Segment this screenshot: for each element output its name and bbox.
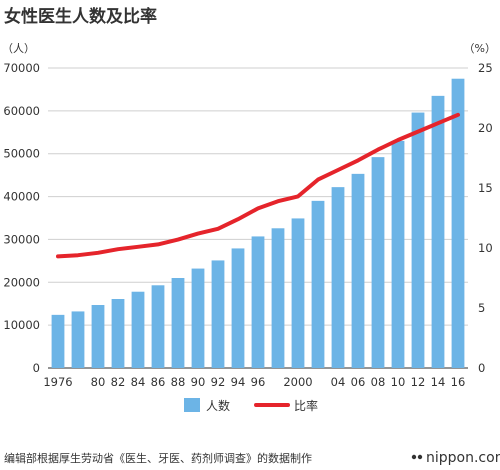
- bar: [371, 157, 385, 368]
- x-tick-label: 2000: [283, 375, 312, 389]
- x-tick-label: 1976: [43, 375, 72, 389]
- left-tick-label: 60000: [3, 104, 40, 118]
- x-tick-label: 04: [331, 375, 346, 389]
- bar: [351, 173, 365, 368]
- bar: [171, 278, 185, 368]
- right-tick-label: 15: [478, 181, 493, 195]
- left-tick-label: 40000: [3, 190, 40, 204]
- legend-label-bar: 人数: [206, 398, 230, 413]
- x-tick-label: 06: [351, 375, 366, 389]
- legend: 人数 比率: [184, 398, 318, 413]
- bar: [431, 95, 445, 368]
- bar: [411, 112, 425, 368]
- rate-line: [56, 112, 460, 259]
- bar: [51, 314, 65, 368]
- x-tick-label: 80: [91, 375, 106, 389]
- legend-label-line: 比率: [294, 398, 318, 413]
- right-axis-ticks: 0 5 10 15 20 25: [478, 61, 493, 375]
- bar: [251, 236, 265, 368]
- bar: [451, 78, 465, 368]
- left-tick-label: 30000: [3, 232, 40, 246]
- bar: [71, 311, 85, 368]
- right-tick-label: 25: [478, 61, 493, 75]
- bar: [211, 260, 225, 368]
- left-tick-label: 10000: [3, 318, 40, 332]
- x-tick-label: 10: [391, 375, 406, 389]
- chart-title: 女性医生人数及比率: [4, 6, 157, 27]
- x-tick-label: 16: [451, 375, 466, 389]
- right-axis-unit: （%）: [464, 42, 496, 55]
- x-tick-label: 86: [151, 375, 166, 389]
- left-axis-unit: （人）: [2, 42, 35, 55]
- bar: [111, 299, 125, 368]
- bar: [151, 285, 165, 368]
- x-tick-label: 94: [231, 375, 246, 389]
- bar: [231, 248, 245, 368]
- x-tick-label: 90: [191, 375, 206, 389]
- bar: [91, 305, 105, 368]
- source-note: 编辑部根据厚生劳动省《医生、牙医、药剂师调查》的数据制作: [4, 451, 312, 465]
- brand-text: nippon.com: [426, 450, 500, 466]
- line-series: [56, 112, 460, 259]
- left-tick-label: 50000: [3, 147, 40, 161]
- x-tick-label: 92: [211, 375, 226, 389]
- x-axis-ticks: 1976 80 82 84 86 88 90 92 94 96 2000 04 06 08 10 12 14 16: [43, 375, 465, 389]
- bar-series: [51, 78, 465, 368]
- bar: [331, 187, 345, 368]
- bar: [311, 200, 325, 368]
- bar: [191, 268, 205, 368]
- x-tick-label: 14: [431, 375, 446, 389]
- bar: [291, 218, 305, 368]
- left-tick-label: 20000: [3, 275, 40, 289]
- x-tick-label: 84: [131, 375, 146, 389]
- right-tick-label: 20: [478, 121, 493, 135]
- right-tick-label: 5: [478, 301, 485, 315]
- left-tick-label: 0: [33, 361, 40, 375]
- x-tick-label: 88: [171, 375, 186, 389]
- x-tick-label: 12: [411, 375, 426, 389]
- x-tick-label: 96: [251, 375, 266, 389]
- legend-swatch-bar: [184, 398, 200, 412]
- brand-logo: nippon.com: [411, 450, 500, 466]
- right-tick-label: 10: [478, 241, 493, 255]
- bar: [391, 140, 405, 368]
- left-tick-label: 70000: [3, 61, 40, 75]
- right-tick-label: 0: [478, 361, 485, 375]
- bar: [131, 291, 145, 368]
- x-tick-label: 82: [111, 375, 126, 389]
- bar: [271, 228, 285, 368]
- left-axis-ticks: 0 10000 20000 30000 40000 50000 60000 70000: [3, 61, 40, 375]
- x-tick-label: 08: [371, 375, 386, 389]
